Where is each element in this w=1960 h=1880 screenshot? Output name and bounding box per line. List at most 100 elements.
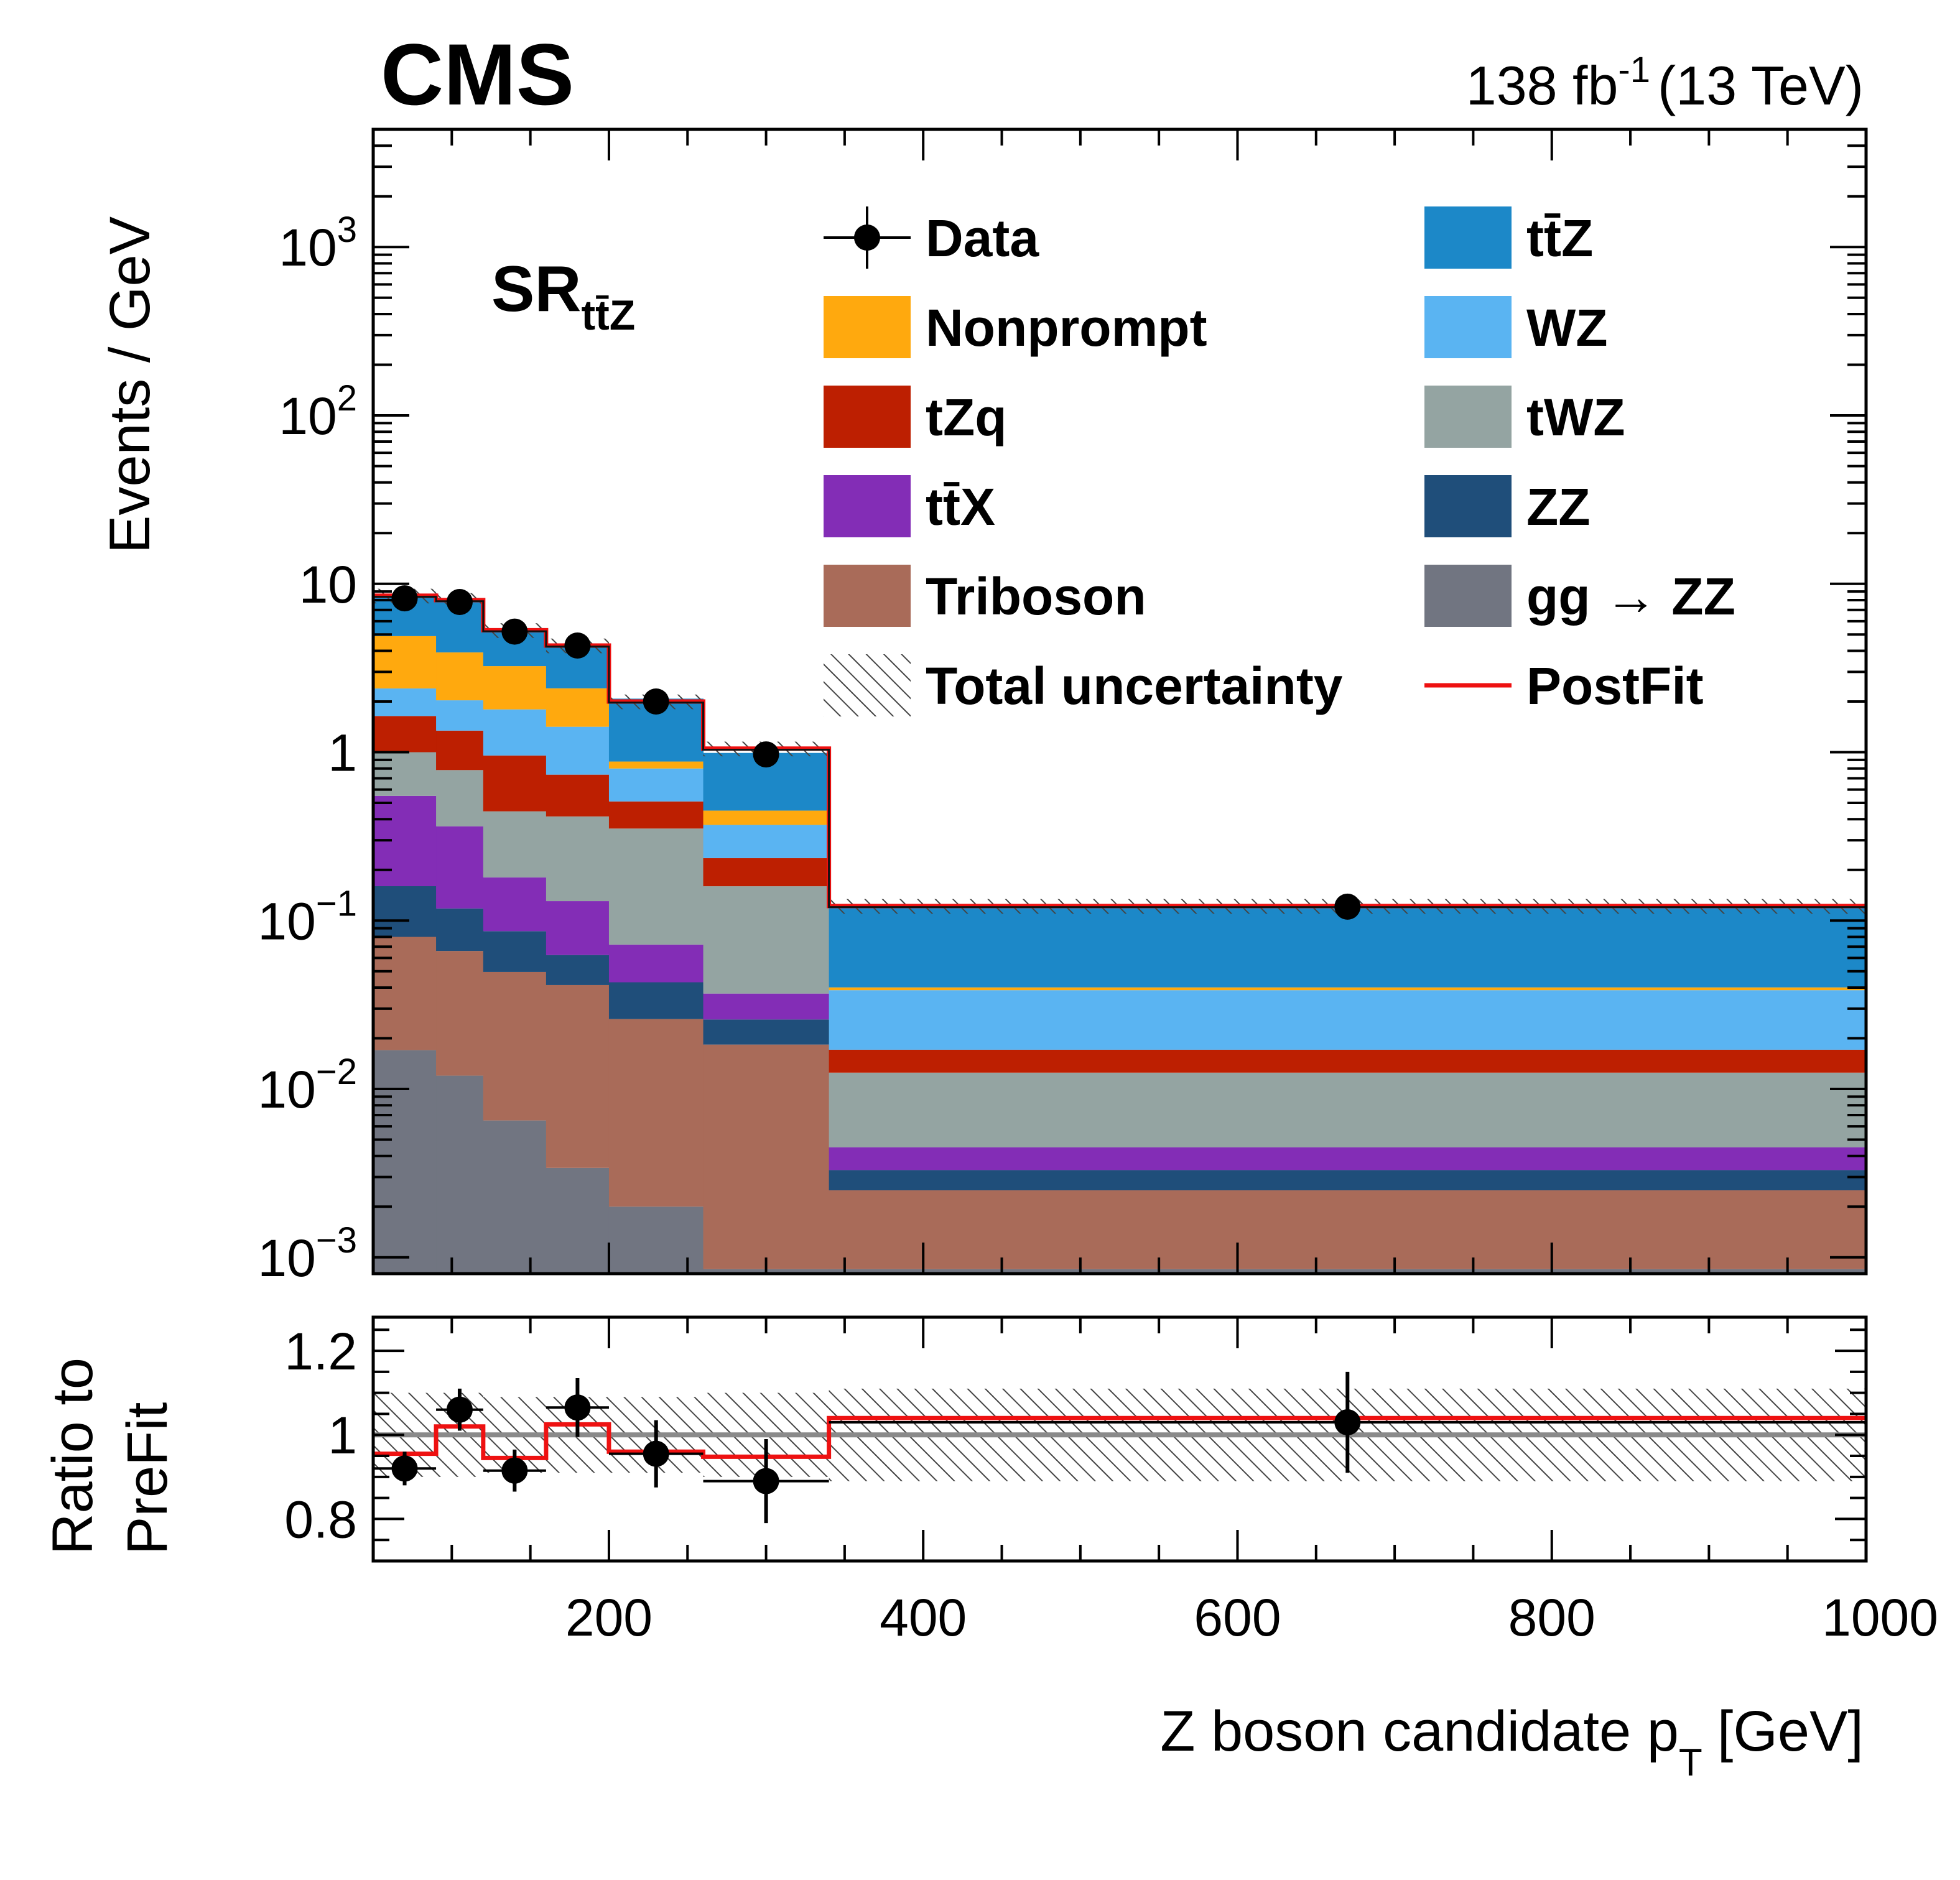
stack-bar-tZq xyxy=(436,730,484,771)
stack-bar-tWZ xyxy=(546,816,610,902)
stack-bar-WZ xyxy=(703,825,830,858)
stack-bar-Triboson xyxy=(546,984,610,1168)
stack-bar-Nonprompt xyxy=(608,761,704,769)
main-plot-frame xyxy=(371,127,1868,1276)
stack-bar-Nonprompt xyxy=(373,636,437,689)
stack-bar-Nonprompt xyxy=(829,987,1866,991)
legend-swatch-tWZ xyxy=(1424,386,1512,448)
stack-bar-Triboson xyxy=(436,951,484,1076)
legend-swatch-ggZZ xyxy=(1424,565,1512,627)
ratio-y-axis-label-line2: PreFit xyxy=(116,1402,179,1555)
ratio-data-point xyxy=(501,1457,528,1484)
y-tick-label: 10−3 xyxy=(258,1220,357,1287)
data-point xyxy=(501,618,528,645)
y-tick-label: 103 xyxy=(279,210,357,277)
stack-bar-ggZZ xyxy=(436,1075,484,1274)
stack-bar-tWZ xyxy=(436,770,484,827)
stack-bar-ttX xyxy=(546,901,610,955)
legend-label: Nonprompt xyxy=(926,299,1207,357)
legend-label: Data xyxy=(926,209,1039,267)
stack-bar-WZ xyxy=(546,726,610,775)
stack-bar-ggZZ xyxy=(829,1269,1866,1274)
stack-bar-ttX xyxy=(436,826,484,909)
stack-bar-tZq xyxy=(373,716,437,752)
stack-bar-tWZ xyxy=(608,828,704,945)
data-point xyxy=(446,588,473,615)
stack-bar-tZq xyxy=(546,774,610,817)
ratio-y-tick-label: 1 xyxy=(328,1406,357,1465)
ratio-data-point xyxy=(564,1394,591,1421)
legend: Data tt̄Z Nonprompt WZ tZq tWZ tt̄X ZZ Triboson g… xyxy=(824,206,1735,716)
legend-swatch-ttZ xyxy=(1424,206,1512,269)
legend-label: tWZ xyxy=(1526,388,1625,447)
x-tick-label: 400 xyxy=(880,1588,967,1647)
x-tick-label: 800 xyxy=(1508,1588,1595,1647)
legend-swatch-Nonprompt xyxy=(824,296,911,358)
stack-bar-ZZ xyxy=(608,982,704,1019)
data-point xyxy=(564,632,591,659)
legend-label: Total uncertainty xyxy=(926,657,1343,715)
data-point xyxy=(753,741,779,768)
ratio-data-point xyxy=(753,1468,779,1494)
stack-bar-tWZ xyxy=(829,1072,1866,1147)
y-tick-label: 10−1 xyxy=(258,883,357,950)
y-tick-label: 10 xyxy=(299,555,357,614)
ratio-data-points xyxy=(373,1371,1866,1524)
stack-bar-ZZ xyxy=(829,1170,1866,1191)
stack-bar-ttX xyxy=(483,877,547,932)
main-y-axis-label: Events / GeV xyxy=(98,216,162,553)
legend-data-marker xyxy=(854,225,880,251)
legend-swatch-uncertainty xyxy=(824,654,911,716)
stack-bar-tZq xyxy=(608,801,704,829)
ratio-data-point xyxy=(643,1440,669,1467)
stack-bar-tWZ xyxy=(483,811,547,877)
legend-label: gg → ZZ xyxy=(1526,567,1735,626)
x-tick-label: 200 xyxy=(565,1588,653,1647)
legend-swatch-tZq xyxy=(824,386,911,448)
stack-bar-ZZ xyxy=(546,955,610,985)
stack-bar-Triboson xyxy=(829,1190,1866,1269)
ratio-y-axis-label-line1: Ratio to xyxy=(41,1358,105,1555)
stack-bar-WZ xyxy=(436,700,484,731)
y-tick-label: 1 xyxy=(328,724,357,782)
stack-bar-ttX xyxy=(829,1147,1866,1170)
stack-bar-ttX xyxy=(703,993,830,1020)
ratio-axis-ticks: 0.8 1 1.2 200 400 600 800 1000 xyxy=(284,1317,1938,1647)
stack-bar-Nonprompt xyxy=(436,652,484,701)
stack-bar-ZZ xyxy=(483,931,547,972)
stack-bar-ggZZ xyxy=(546,1167,610,1274)
y-tick-label: 102 xyxy=(279,378,357,445)
stack-bar-Triboson xyxy=(373,937,437,1050)
stack-bar-WZ xyxy=(829,990,1866,1050)
stack-bar-Triboson xyxy=(608,1019,704,1207)
data-points xyxy=(391,585,1361,920)
ratio-data-point xyxy=(1334,1409,1361,1435)
stack-bar-Nonprompt xyxy=(703,810,830,825)
legend-label: tt̄Z xyxy=(1526,209,1593,267)
data-point xyxy=(391,585,418,612)
experiment-label: CMS xyxy=(381,25,574,123)
x-tick-label: 1000 xyxy=(1822,1588,1938,1647)
stack-bar-ttX xyxy=(608,944,704,983)
legend-swatch-Triboson xyxy=(824,565,911,627)
stack-bar-Triboson xyxy=(483,971,547,1121)
data-point xyxy=(643,688,669,715)
stack-bar-ggZZ xyxy=(608,1206,704,1274)
stack-bar-ggZZ xyxy=(483,1120,547,1274)
legend-label: Triboson xyxy=(926,567,1146,626)
legend-swatch-ttX xyxy=(824,475,911,537)
stack-bar-tZq xyxy=(829,1049,1866,1073)
legend-label: PostFit xyxy=(1526,657,1704,715)
stack-bar-Nonprompt xyxy=(483,666,547,710)
stack-bar-tZq xyxy=(483,755,547,812)
data-point xyxy=(1334,893,1361,920)
legend-label: WZ xyxy=(1526,299,1608,357)
ratio-data-point xyxy=(446,1396,473,1423)
ratio-data-point xyxy=(391,1455,418,1482)
stack-bar-ZZ xyxy=(436,908,484,952)
legend-label: tt̄X xyxy=(926,478,995,536)
main-axis-ticks: 10−3 10−2 10−1 1 10 102 103 xyxy=(258,128,1867,1287)
y-tick-label: 10−2 xyxy=(258,1052,357,1119)
stack-bar-tZq xyxy=(703,858,830,887)
